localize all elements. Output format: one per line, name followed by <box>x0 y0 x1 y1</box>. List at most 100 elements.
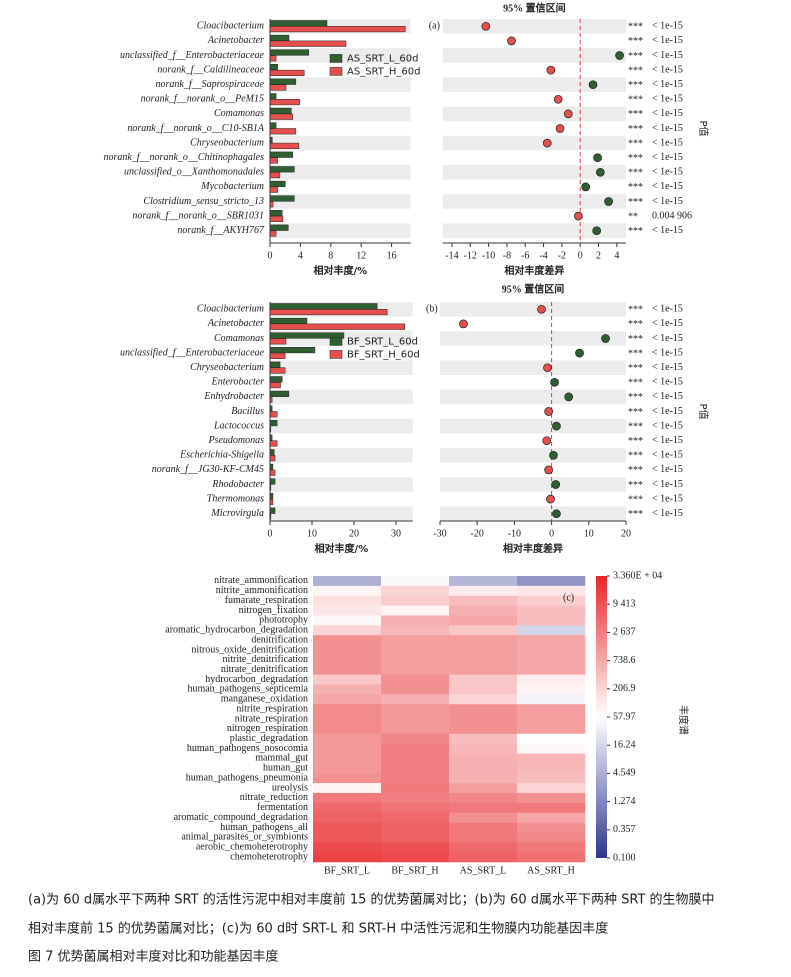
heat-cell <box>449 654 518 666</box>
bar <box>269 78 297 85</box>
caption-line: 相对丰度前 15 的优势菌属对比；(c)为 60 d时 SRT-L 和 SRT-… <box>28 921 608 937</box>
bar <box>269 309 388 316</box>
x-tick-label: -2 <box>558 250 566 261</box>
row-label: nitrite_denitrification <box>222 654 308 665</box>
heat-cell <box>449 576 518 587</box>
bar <box>269 99 300 106</box>
colorbar-tick-label: 3.360E + 04 <box>613 570 662 581</box>
category-label: Clostridium_sensu_stricto_13 <box>143 196 264 207</box>
heat-cell <box>449 783 518 794</box>
category-label: Microvirgula <box>210 508 264 519</box>
row-band <box>270 389 413 405</box>
p-value: < 1e-15 <box>652 347 683 358</box>
bar <box>269 93 277 100</box>
diff-point <box>552 509 561 519</box>
p-value: < 1e-15 <box>652 152 683 163</box>
significance: *** <box>628 65 643 76</box>
diff-point <box>546 494 555 504</box>
bar <box>269 180 286 187</box>
diff-point <box>507 36 516 46</box>
heat-cell <box>517 792 586 804</box>
diff-point <box>550 377 559 387</box>
heat-cell <box>381 753 450 764</box>
significance: ** <box>628 211 638 222</box>
legend-swatch <box>329 54 343 63</box>
bar <box>269 376 283 383</box>
p-value: < 1e-15 <box>652 79 683 90</box>
category-label: Thermomonas <box>207 493 264 504</box>
p-value: < 1e-15 <box>652 362 683 373</box>
x-tick-label: 0 <box>268 250 273 261</box>
heat-cell <box>517 615 586 626</box>
p-axis-label: P值 <box>697 403 710 419</box>
row-label: nitrogen_respiration <box>227 723 308 734</box>
heat-cell <box>313 605 382 616</box>
category-label: norank_f__JG30-KF-CM45 <box>152 464 264 475</box>
bar <box>269 352 286 359</box>
heat-cell <box>449 684 518 695</box>
heat-cell <box>381 852 450 863</box>
bar <box>269 142 300 149</box>
heat-cell <box>381 664 450 675</box>
diff-point <box>459 319 468 329</box>
significance: *** <box>628 80 643 91</box>
heat-cell <box>313 812 382 823</box>
heat-cell <box>449 743 518 754</box>
x-tick-label: -10 <box>482 250 495 261</box>
p-value: < 1e-15 <box>652 167 683 178</box>
row-label: aromatic_hydrocarbon_degradation <box>165 625 308 636</box>
heat-cell <box>381 842 450 853</box>
x-tick-label: 16 <box>387 250 397 261</box>
heat-cell <box>313 763 382 774</box>
row-band <box>270 223 411 238</box>
category-label: Mycobacterium <box>200 181 264 192</box>
diff-point <box>537 304 546 314</box>
category-label: Escherichia-Shigella <box>179 450 264 461</box>
category-label: Comamonas <box>214 333 264 344</box>
legend-label: AS_SRT_H_60d <box>347 66 420 77</box>
heat-cell <box>313 743 382 754</box>
p-value: < 1e-15 <box>652 406 683 417</box>
row-label: hydrocarbon_degradation <box>205 674 308 685</box>
row-band <box>270 106 411 122</box>
row-label: nitrite_respiration <box>236 703 308 714</box>
heat-cell <box>449 802 518 813</box>
category-label: norank_f__norank_o__SBR1031 <box>132 210 264 221</box>
heat-cell <box>449 792 518 804</box>
diff-point <box>615 51 624 60</box>
colorbar-tick-label: 57.97 <box>613 711 636 722</box>
heat-cell <box>517 812 586 823</box>
diff-point <box>544 465 553 475</box>
diff-point <box>542 436 552 446</box>
row-band <box>442 106 626 122</box>
significance: *** <box>628 421 643 432</box>
legend-swatch <box>329 350 343 359</box>
ci-title: 95% 置信区间 <box>502 282 565 295</box>
bar <box>269 113 294 120</box>
significance: *** <box>628 494 643 505</box>
diff-point <box>574 211 583 221</box>
heat-cell <box>517 595 586 606</box>
significance: *** <box>628 36 643 47</box>
x-tick-label: -10 <box>508 528 521 539</box>
caption-line: (a)为 60 d属水平下两种 SRT 的活性污泥中相对丰度前 15 的优势菌属… <box>28 892 715 908</box>
heat-cell <box>313 635 382 646</box>
heat-cell <box>313 704 382 715</box>
heat-cell <box>517 576 586 587</box>
legend-label: BF_SRT_L_60d <box>347 336 418 347</box>
bar <box>269 420 278 427</box>
colorbar-tick-label: 0.357 <box>613 824 636 835</box>
row-label: mammal_gut <box>255 753 308 764</box>
heat-cell <box>381 802 450 813</box>
heat-cell <box>381 763 450 774</box>
row-label: human_pathogens_pneumonia <box>186 772 309 783</box>
heat-cell <box>449 635 518 646</box>
heat-cell <box>313 733 382 744</box>
x-axis-label: 相对丰度差异 <box>504 264 564 277</box>
x-tick-label: 20 <box>349 528 359 539</box>
row-label: human_pathogens_septicemia <box>187 684 308 695</box>
heat-cell <box>381 615 450 626</box>
heat-cell <box>381 684 450 695</box>
category-label: norank_f__norank_o__Chitinophagales <box>103 152 264 163</box>
